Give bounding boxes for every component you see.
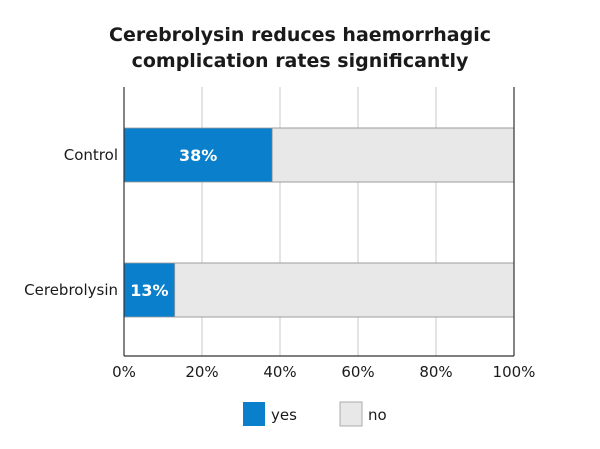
x-tick-label-100: 100% (493, 363, 536, 381)
chart-title-line-2: complication rates significantly (131, 50, 469, 72)
legend-swatch-yes (243, 402, 265, 426)
data-label-control: 38% (179, 146, 217, 165)
legend-label-yes: yes (271, 406, 297, 424)
x-tick-label-40: 40% (263, 363, 296, 381)
category-label-control: Control (64, 146, 118, 164)
legend-swatch-no (339, 401, 363, 427)
x-tick-label-60: 60% (341, 363, 374, 381)
x-tick-label-20: 20% (185, 363, 218, 381)
category-label-cerebrolysin: Cerebrolysin (24, 281, 118, 299)
x-tick-label-80: 80% (419, 363, 452, 381)
legend-label-no: no (368, 406, 387, 424)
data-label-cerebrolysin: 13% (130, 281, 168, 300)
x-tick-label-0: 0% (112, 363, 136, 381)
chart-title: Cerebrolysin reduces haemorrhagic compli… (0, 22, 600, 74)
bar-control-yes (124, 128, 273, 182)
bar-control-no (271, 127, 515, 183)
bar-cerebrolysin-yes (124, 263, 175, 317)
chart-title-line-1: Cerebrolysin reduces haemorrhagic (109, 24, 491, 46)
bar-cerebrolysin-no (174, 262, 515, 318)
